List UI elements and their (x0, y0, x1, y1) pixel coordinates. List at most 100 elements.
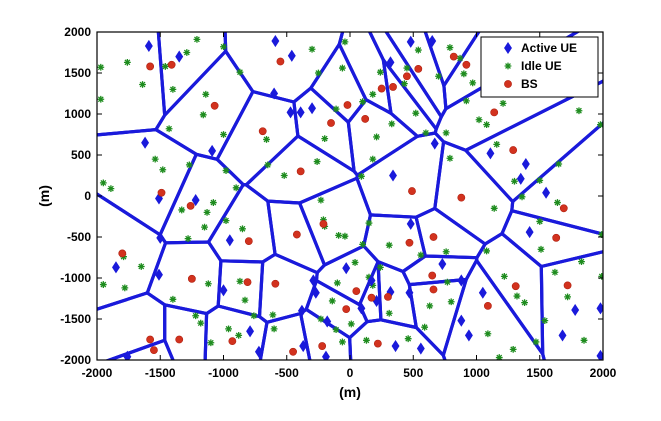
idle-ue-point (241, 296, 249, 304)
idle-ue-point (351, 259, 359, 266)
voronoi-cell (539, 250, 603, 360)
idle-ue-point (169, 86, 177, 93)
active-ue-point (296, 106, 305, 119)
active-ue-point (438, 258, 447, 271)
bs-point (146, 62, 155, 71)
y-tick-label: -2000 (60, 353, 91, 367)
x-tick-label: -2000 (82, 366, 113, 380)
bs-point (352, 287, 361, 296)
idle-ue-point (462, 97, 470, 105)
legend-item-idle-ue: Idle UE (504, 59, 562, 73)
active-ue-point (219, 284, 228, 297)
bs-point (490, 108, 499, 117)
bs-point (509, 146, 518, 154)
active-ue-point (141, 136, 150, 149)
cell-edges (97, 32, 603, 360)
idle-ue-point (321, 135, 329, 142)
idle-ue-point (308, 45, 316, 53)
idle-ue-markers (97, 35, 603, 360)
bs-point (150, 346, 158, 355)
bs-point (292, 230, 301, 239)
idle-ue-point (495, 354, 503, 360)
idle-ue-point (239, 225, 246, 233)
active-ue-markers (112, 34, 603, 360)
idle-ue-point (192, 312, 200, 320)
idle-ue-point (359, 240, 367, 248)
bs-point (377, 84, 386, 93)
idle-ue-point (460, 70, 468, 78)
bs-point (389, 83, 397, 91)
active-ue-point (367, 274, 376, 287)
idle-ue-point (341, 232, 349, 240)
idle-ue-point (107, 185, 115, 193)
bs-markers (118, 52, 572, 356)
idle-ue-point (446, 44, 454, 51)
y-tick-label: 500 (71, 148, 91, 162)
x-axis-label: (m) (339, 384, 361, 400)
idle-ue-point (493, 140, 501, 148)
idle-ue-point (222, 167, 230, 174)
idle-ue-point (513, 292, 521, 300)
x-tick-label: 1000 (463, 366, 490, 380)
bs-point (210, 101, 219, 110)
active-ue-point (155, 268, 163, 281)
active-ue-point (308, 102, 317, 115)
idle-ue-point (435, 72, 442, 80)
idle-ue-point (388, 120, 396, 128)
active-ue-point (357, 302, 366, 315)
bs-point (559, 204, 568, 213)
bs-point (429, 233, 438, 241)
active-ue-point (457, 314, 466, 327)
idle-ue-point (499, 99, 507, 107)
idle-ue-point (359, 98, 367, 106)
y-tick-label: -1000 (60, 271, 91, 285)
idle-ue-point (580, 336, 588, 344)
idle-ue-point (541, 317, 549, 325)
active-ue-point (287, 49, 296, 62)
bs-point (429, 285, 438, 294)
idle-ue-point (193, 35, 201, 43)
idle-ue-point (376, 68, 384, 76)
idle-ue-point (184, 235, 192, 243)
bs-point (343, 101, 352, 109)
idle-ue-point (412, 109, 420, 117)
y-tick-label: 2000 (64, 25, 91, 39)
bs-point (457, 193, 466, 202)
idle-ue-point (339, 338, 346, 346)
idle-ue-point (521, 299, 528, 306)
idle-ue-point (554, 199, 561, 206)
bs-point (462, 60, 471, 69)
idle-ue-point (518, 193, 526, 201)
idle-ue-point (269, 311, 277, 319)
legend-circle-marker (504, 80, 512, 88)
legend-label-bs: BS (521, 77, 538, 91)
idle-ue-point (509, 345, 517, 353)
idle-ue-point (207, 339, 215, 347)
active-ue-point (112, 261, 120, 274)
idle-ue-point (270, 325, 278, 333)
active-ue-point (389, 169, 397, 182)
x-tick-label: -1000 (208, 366, 239, 380)
idle-ue-point (201, 223, 208, 231)
idle-ue-point (400, 80, 408, 88)
bs-point (318, 342, 327, 350)
idle-ue-point (220, 131, 227, 138)
y-tick-label: 0 (84, 189, 91, 203)
idle-ue-point (332, 326, 340, 334)
x-tick-label: -1500 (145, 366, 176, 380)
idle-ue-point (365, 273, 373, 281)
bs-point (511, 282, 520, 291)
idle-ue-point (369, 155, 377, 163)
bs-point (118, 249, 127, 258)
idle-ue-point (500, 272, 508, 280)
idle-ue-point (575, 107, 583, 115)
legend-label-idle-ue: Idle UE (521, 59, 562, 73)
active-ue-point (225, 234, 234, 247)
active-ue-point (246, 325, 255, 338)
bs-point (186, 201, 195, 210)
idle-ue-point (536, 177, 544, 184)
idle-ue-point (99, 281, 107, 288)
idle-ue-point (97, 63, 105, 71)
y-tick-label: -1500 (60, 312, 91, 326)
legend: Active UE Idle UE BS (480, 36, 599, 98)
